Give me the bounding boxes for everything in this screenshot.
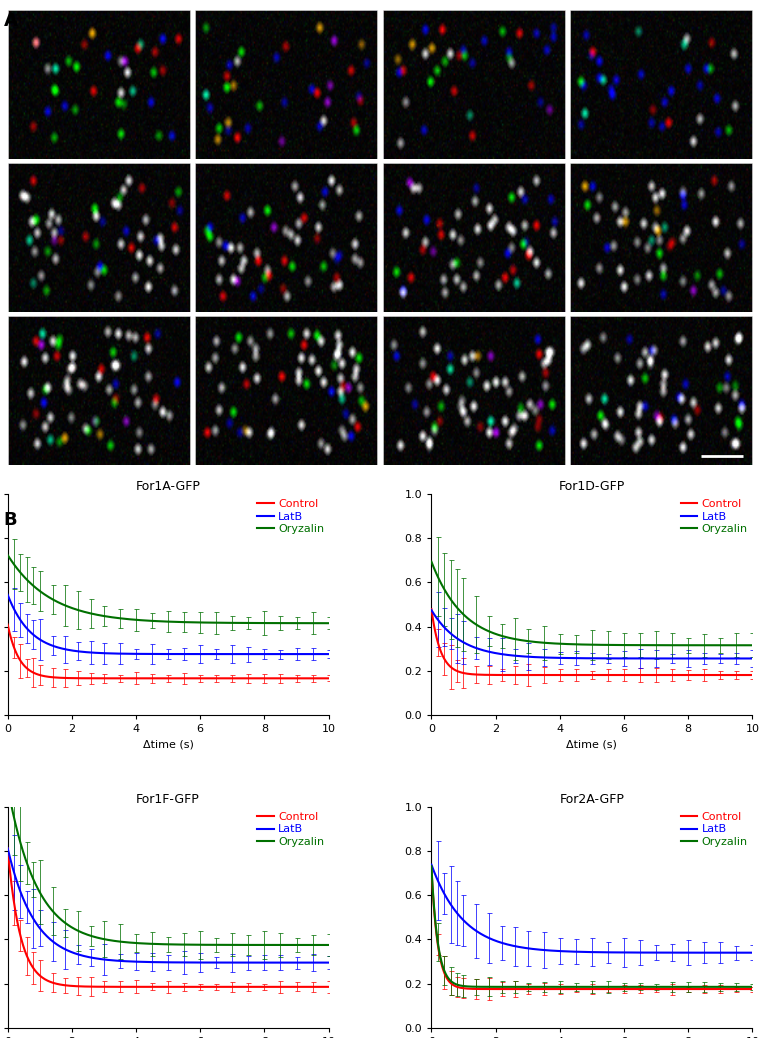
Text: B: B [4,511,17,528]
Title: For2A-GFP: For2A-GFP [559,793,624,807]
Title: For1D-GFP: For1D-GFP [253,0,319,10]
Legend: Control, LatB, Oryzalin: Control, LatB, Oryzalin [679,497,749,536]
X-axis label: Δtime (s): Δtime (s) [143,739,194,749]
Title: For1F-GFP: For1F-GFP [442,0,505,10]
Legend: Control, LatB, Oryzalin: Control, LatB, Oryzalin [256,811,325,848]
Title: For1A-GFP: For1A-GFP [66,0,131,10]
Legend: Control, LatB, Oryzalin: Control, LatB, Oryzalin [256,497,325,536]
Title: For1F-GFP: For1F-GFP [136,793,200,807]
Title: For1A-GFP: For1A-GFP [136,481,201,493]
Title: For1D-GFP: For1D-GFP [559,481,625,493]
Text: A: A [4,12,17,30]
Title: For2A-GFP: For2A-GFP [629,0,694,10]
X-axis label: Δtime (s): Δtime (s) [566,739,617,749]
Legend: Control, LatB, Oryzalin: Control, LatB, Oryzalin [679,811,749,848]
